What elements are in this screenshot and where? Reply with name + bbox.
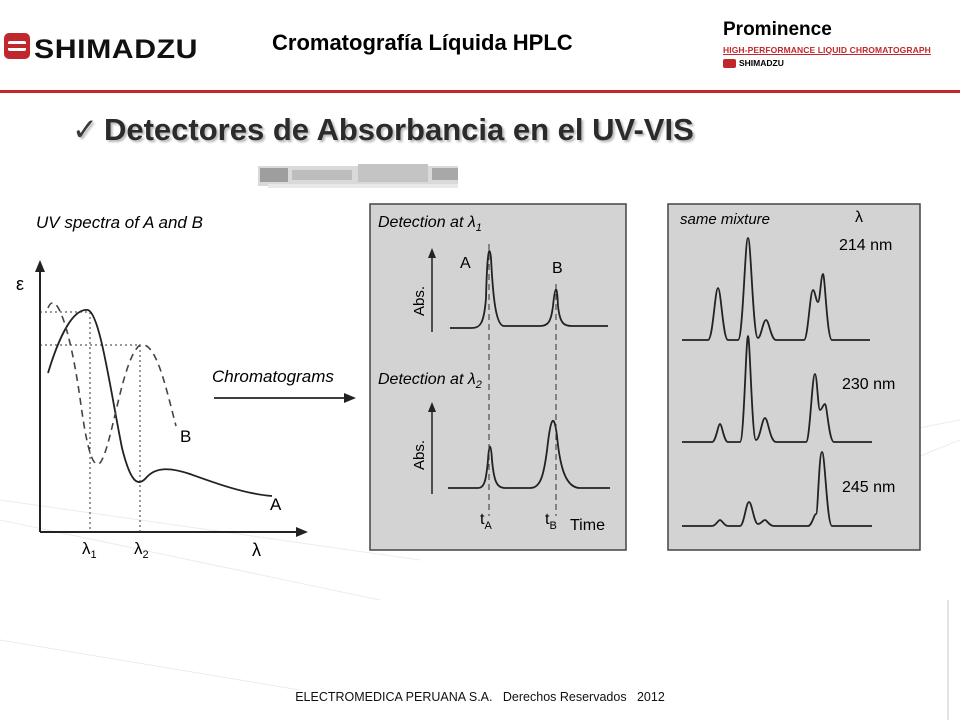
- shimadzu-logo-text: SHIMADZU: [34, 34, 198, 64]
- time-axis-label: Time: [570, 517, 605, 534]
- section-heading: ✓ Detectores de Absorbancia en el UV-VIS: [72, 112, 694, 148]
- slide-title: Cromatografía Líquida HPLC: [272, 30, 573, 55]
- uv-x-axis-label: λ: [252, 540, 261, 558]
- prominence-subtitle: HIGH-PERFORMANCE LIQUID CHROMATOGRAPH: [723, 45, 931, 55]
- tb-label: tB: [545, 511, 557, 532]
- detector-instrument-image: [258, 158, 468, 197]
- detection-panel: Detection at λ1 Detection at λ2 Abs. A B…: [369, 203, 627, 551]
- detection-lambda2-title: Detection at λ2: [378, 371, 482, 391]
- spectrum-b-label: B: [180, 427, 191, 446]
- wavelength-214-label: 214 nm: [839, 237, 892, 254]
- wavelength-230-label: 230 nm: [842, 376, 895, 393]
- detection-lower-ylabel: Abs.: [411, 440, 428, 470]
- wavelength-245-label: 245 nm: [842, 479, 895, 496]
- prominence-brand: SHIMADZU: [723, 58, 931, 68]
- uv-x-axis-arrow-icon: [296, 527, 308, 537]
- checkmark-icon: ✓: [72, 112, 98, 147]
- uv-spectra-panel: UV spectra of A and B ε λ B A λ1 λ2: [16, 213, 308, 558]
- footer-copyright: ELECTROMEDICA PERUANA S.A. Derechos Rese…: [295, 690, 665, 704]
- mixture-panel: same mixture λ 214 nm 230 nm 245 nm: [667, 203, 921, 551]
- prominence-brand-text: SHIMADZU: [739, 58, 784, 68]
- prominence-logo: Prominence HIGH-PERFORMANCE LIQUID CHROM…: [723, 20, 931, 68]
- mixture-245nm-trace: [682, 451, 872, 527]
- chromatogram-lambda1-trace: [450, 250, 608, 329]
- prominence-title: Prominence: [723, 19, 832, 40]
- mixture-lambda-header: λ: [855, 209, 863, 226]
- mixture-214nm-trace: [682, 237, 870, 341]
- mixture-panel-title: same mixture: [680, 211, 770, 228]
- lambda2-tick-label: λ2: [134, 539, 149, 558]
- uv-y-axis-label: ε: [16, 274, 24, 294]
- section-heading-text: Detectores de Absorbancia en el UV-VIS: [103, 112, 694, 147]
- ta-label: tA: [480, 511, 492, 532]
- lambda1-tick-label: λ1: [82, 539, 97, 558]
- spectrum-b-curve: [47, 302, 177, 465]
- spectrum-a-label: A: [270, 495, 282, 514]
- right-arrow-icon: [344, 393, 356, 403]
- chromatogram-lambda2-trace: [448, 420, 610, 489]
- detection-upper-ylabel: Abs.: [411, 286, 428, 316]
- peak-b-label: B: [552, 260, 563, 277]
- chromatograms-label: Chromatograms: [212, 367, 334, 386]
- detection-lambda1-title: Detection at λ1: [378, 214, 482, 234]
- chromatograms-arrow: Chromatograms: [212, 367, 356, 403]
- detection-upper-axis-arrow-icon: [428, 248, 436, 258]
- mixture-panel-frame: [667, 203, 921, 551]
- spectrum-a-curve: [47, 309, 273, 497]
- mixture-230nm-trace: [682, 335, 872, 443]
- shimadzu-logo: SHIMADZU: [4, 30, 204, 69]
- detection-lower-axis-arrow-icon: [428, 402, 436, 412]
- uv-spectra-title: UV spectra of A and B: [36, 213, 203, 232]
- header-divider: [0, 90, 960, 93]
- detection-panel-frame: [369, 203, 627, 551]
- hplc-detection-figure: UV spectra of A and B ε λ B A λ1 λ2 Chro…: [16, 203, 921, 558]
- peak-a-label: A: [460, 255, 471, 272]
- shimadzu-mini-icon: [723, 58, 736, 68]
- uv-y-axis-arrow-icon: [35, 260, 45, 272]
